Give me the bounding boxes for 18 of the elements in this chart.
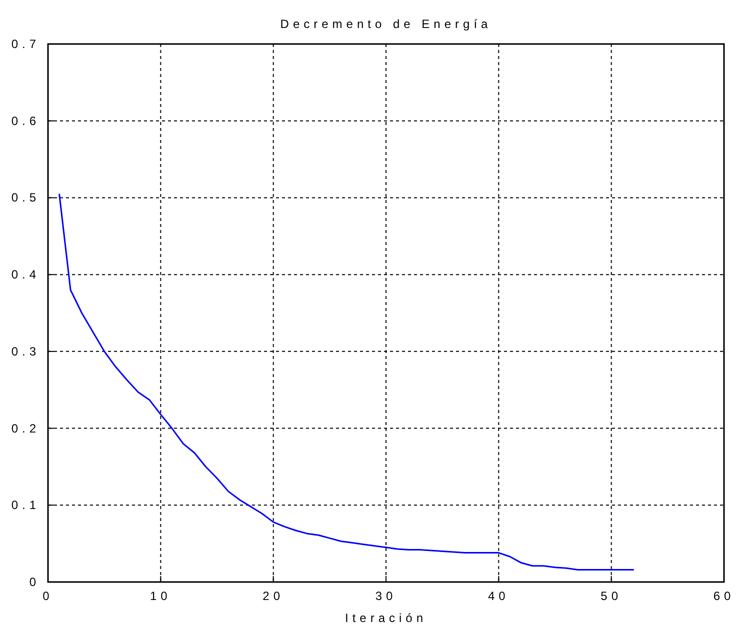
x-tick-label: 0 — [42, 589, 54, 603]
x-tick-label: 50 — [600, 589, 622, 603]
x-tick-label: 30 — [375, 589, 397, 603]
y-tick-label: 0 — [29, 575, 40, 589]
y-tick-label: 0.1 — [11, 498, 40, 512]
x-tick-label: 20 — [262, 589, 284, 603]
chart-title: Decremento de Energía — [280, 17, 492, 31]
x-tick-label: 10 — [150, 589, 172, 603]
y-tick-label: 0.5 — [11, 190, 40, 205]
x-tick-label: 60 — [713, 589, 735, 603]
x-axis-title: Iteración — [344, 611, 428, 625]
line-series — [58, 193, 635, 570]
y-tick-label: 0.2 — [11, 421, 40, 436]
y-tick-label: 0.4 — [11, 268, 40, 282]
y-tick-label: 0.7 — [11, 37, 40, 51]
x-tick-label: 40 — [488, 589, 510, 603]
y-tick-label: 0.6 — [11, 114, 40, 128]
y-tick-label: 0.3 — [11, 344, 40, 358]
